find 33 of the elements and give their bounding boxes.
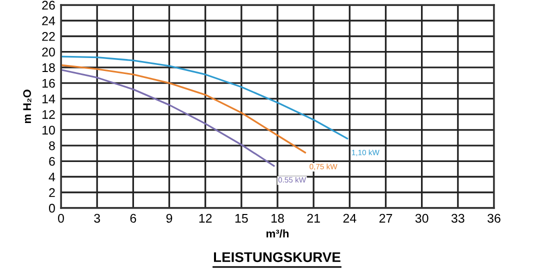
y-axis-title: m H₂O: [23, 90, 32, 124]
x-tick-label: 18: [272, 214, 284, 223]
x-tick-label: 27: [379, 214, 392, 223]
x-tick-label: 15: [235, 214, 248, 223]
x-tick-label: 0: [58, 214, 64, 223]
y-tick-label: 8: [49, 141, 55, 150]
x-tick-label: 12: [199, 214, 212, 223]
y-tick-label: 22: [42, 32, 55, 41]
y-tick-label: 6: [49, 156, 55, 166]
x-tick-label: 24: [343, 214, 356, 223]
y-tick-label: 14: [42, 94, 56, 104]
x-tick-label: 33: [451, 214, 464, 223]
x-tick-label: 21: [307, 214, 320, 223]
y-tick-label: 2: [49, 188, 55, 197]
y-tick-label: 10: [42, 126, 55, 135]
x-axis-title: m³/h: [266, 229, 289, 238]
y-tick-label: 16: [42, 78, 55, 88]
line-series: [61, 64, 306, 154]
x-tick-label: 9: [166, 214, 172, 223]
y-tick-label: 26: [42, 0, 55, 10]
y-tick-label: 20: [42, 48, 55, 56]
y-tick-label: 12: [42, 110, 55, 119]
text: LEISTUNGSKURVE: [214, 252, 340, 262]
y-tick-label: 18: [42, 63, 55, 72]
x-tick-label: 36: [488, 214, 500, 223]
x-tick-label: 3: [94, 214, 100, 223]
y-tick-label: 4: [48, 172, 56, 182]
x-tick-label: 30: [415, 214, 428, 223]
x-tick-label: 6: [130, 214, 136, 223]
y-tick-label: 24: [42, 16, 56, 26]
line-series: [61, 56, 348, 140]
line-series: [61, 68, 275, 167]
y-tick-label: 0: [48, 204, 55, 213]
